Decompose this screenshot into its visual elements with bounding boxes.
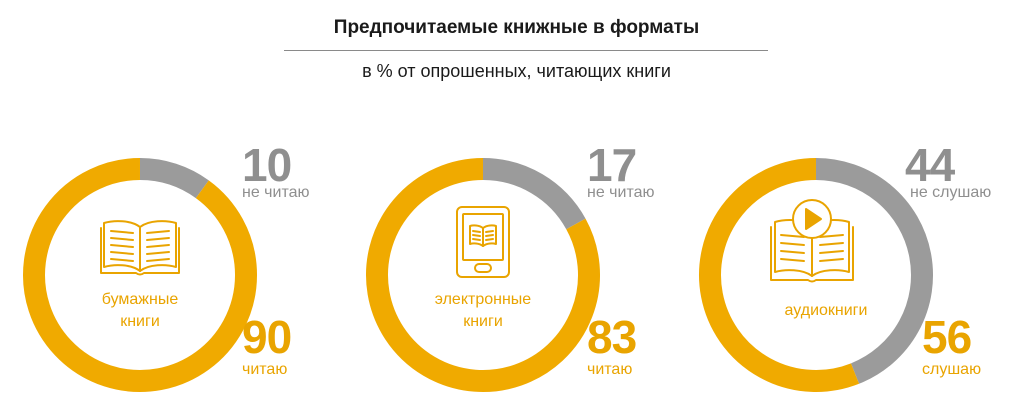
- label-listening: слушаю: [922, 361, 982, 378]
- label-not-reading: не читаю: [242, 184, 310, 201]
- donut-chart-ebooks: электронные книги 17 не читаю 83 читаю: [363, 133, 693, 416]
- donut-slice-не-читаю: [482, 158, 586, 230]
- center-label-line: электронные: [434, 291, 532, 308]
- value-reading: 83: [587, 311, 637, 363]
- donut-slice-слушаю: [699, 158, 860, 392]
- open-book-icon: [100, 220, 180, 276]
- donut-slice-читаю: [23, 158, 257, 392]
- center-label-ebooks: электронные книги: [418, 289, 548, 333]
- donut-slice-не-слушаю: [815, 158, 933, 384]
- donut-chart-audiobooks: аудиокниги 44 не слушаю 56 слушаю: [696, 133, 1026, 416]
- donut-slice-читаю: [366, 158, 600, 392]
- center-label-line: книги: [463, 313, 503, 330]
- audiobook-icon: [770, 199, 854, 283]
- center-label-line: книги: [120, 313, 160, 330]
- center-label-audiobooks: аудиокниги: [766, 300, 886, 322]
- label-reading: читаю: [242, 361, 288, 378]
- value-not-reading: 10: [242, 139, 292, 191]
- value-reading: 90: [242, 311, 292, 363]
- chart-subtitle: в % от опрошенных, читающих книги: [362, 61, 671, 81]
- donut-chart-paper-books: бумажные книги 10 не читаю 90 читаю: [20, 133, 350, 416]
- ebook-reader-icon: [456, 206, 510, 278]
- center-label-line: аудиокниги: [784, 302, 868, 319]
- donut-chart-svg: [366, 158, 600, 392]
- value-not-listening: 44: [905, 139, 955, 191]
- value-not-reading: 17: [587, 139, 637, 191]
- donut-chart-svg: [699, 158, 933, 392]
- center-label-paper-books: бумажные книги: [90, 289, 190, 333]
- chart-title: Предпочитаемые книжные в форматы: [333, 17, 700, 38]
- label-not-reading: не читаю: [587, 184, 655, 201]
- label-not-listening: не слушаю: [910, 184, 992, 201]
- center-label-line: бумажные: [101, 291, 179, 308]
- value-listening: 56: [922, 311, 972, 363]
- donut-slice-не-читаю: [139, 158, 209, 199]
- label-reading: читаю: [587, 361, 633, 378]
- title-divider: [284, 50, 768, 51]
- donut-chart-svg: [23, 158, 257, 392]
